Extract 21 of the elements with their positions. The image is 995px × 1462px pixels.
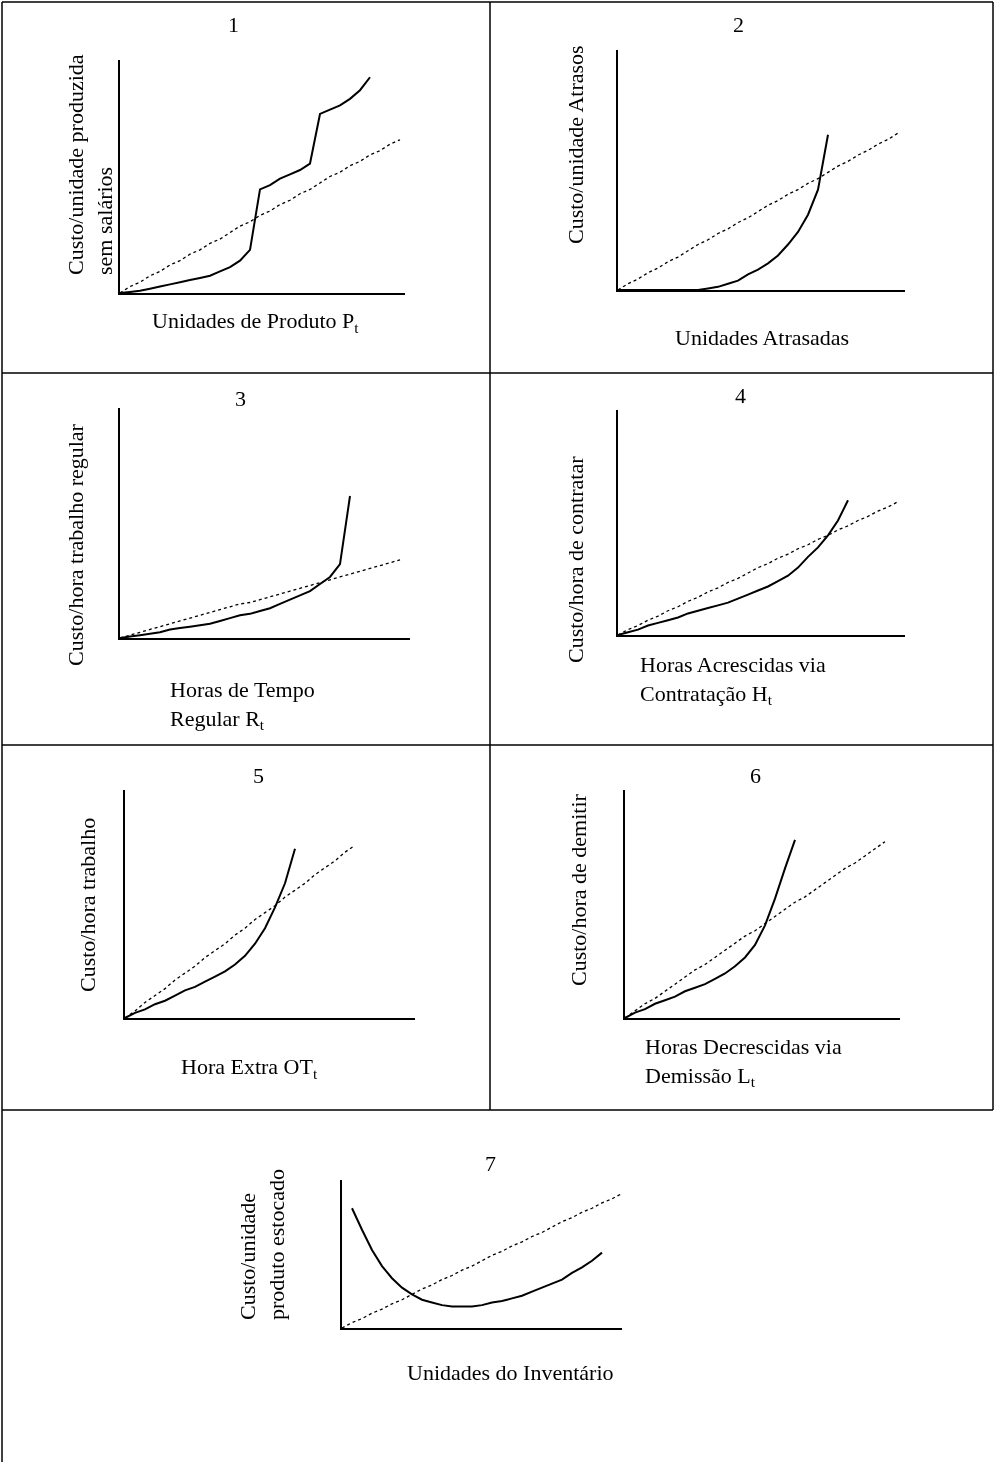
chart-title: 6 (750, 763, 761, 788)
y-axis-title: Custo/hora de contratar (563, 455, 588, 663)
chart-title: 1 (228, 12, 239, 37)
chart-title: 7 (485, 1151, 496, 1176)
y-axis-title: Custo/unidade produzida sem salários (63, 54, 117, 275)
x-axis-title: Unidades de Produto P$_{t}$ (152, 308, 360, 336)
x-axis-title: Horas de Tempo Regular R$_{t}$ (170, 677, 315, 734)
chart-title: 3 (235, 386, 246, 411)
chart-title: 5 (253, 763, 264, 788)
y-axis-title: Custo/hora trabalho regular (63, 423, 88, 666)
x-axis-title: Unidades Atrasadas (675, 325, 850, 350)
chart-title: 2 (733, 12, 744, 37)
y-axis-title: Custo/unidade produto estocado (235, 1169, 289, 1320)
y-axis-title: Custo/hora de demitir (566, 793, 591, 986)
x-axis-title: Horas Acrescidas via Contratação H$_{t}$ (640, 652, 826, 709)
x-axis-title: Hora Extra OT$_{t}$ (181, 1054, 318, 1082)
x-axis-title: Unidades do Inventário (407, 1360, 614, 1385)
y-axis-title: Custo/hora trabalho (75, 817, 100, 992)
chart-title: 4 (735, 383, 746, 408)
y-axis-title: Custo/unidade Atrasos (563, 45, 588, 244)
x-axis-title: Horas Decrescidas via Demissão L$_{t}$ (645, 1034, 842, 1091)
